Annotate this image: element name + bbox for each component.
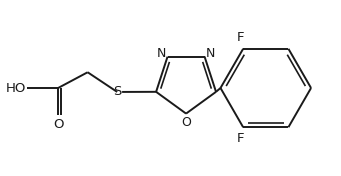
Text: O: O <box>181 116 191 129</box>
Text: HO: HO <box>5 81 26 95</box>
Text: S: S <box>113 85 121 98</box>
Text: O: O <box>53 118 63 131</box>
Text: F: F <box>236 131 244 144</box>
Text: N: N <box>157 47 166 60</box>
Text: F: F <box>236 32 244 45</box>
Text: N: N <box>206 47 215 60</box>
